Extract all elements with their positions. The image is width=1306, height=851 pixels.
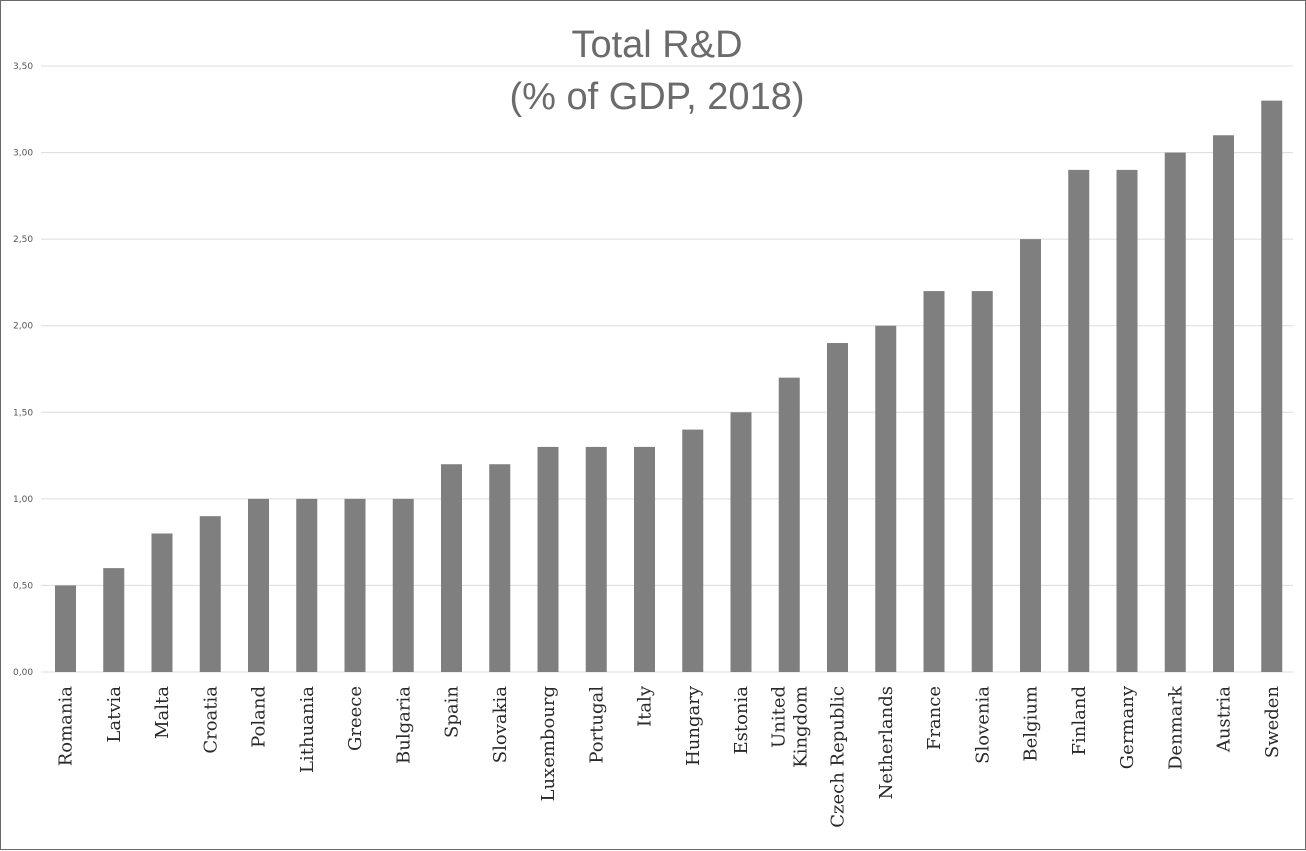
y-tick-label: 3,50	[13, 62, 33, 72]
x-tick-label: Czech Republic	[828, 686, 849, 828]
x-tick-label: Hungary	[683, 685, 704, 766]
x-tick-label: Croatia	[200, 686, 221, 754]
bar	[1068, 169, 1090, 672]
x-tick-label: Italy	[635, 685, 656, 727]
gridlines	[41, 65, 1293, 673]
bars	[55, 100, 1283, 673]
bar	[55, 585, 76, 672]
x-tick-label: Netherlands	[876, 686, 897, 799]
bar	[199, 516, 221, 672]
x-tick-label: Greece	[345, 686, 366, 751]
bar	[1116, 169, 1138, 672]
x-tick-label: France	[924, 686, 945, 750]
x-tick-label: Sweden	[1262, 686, 1283, 759]
x-tick-label: Estonia	[731, 686, 752, 755]
bar	[778, 377, 800, 672]
bar	[1020, 239, 1041, 672]
x-tick-label: Austria	[1214, 686, 1235, 753]
y-tick-label: 2,00	[13, 322, 33, 332]
bar	[489, 464, 511, 672]
x-tick-label: Finland	[1069, 686, 1090, 755]
bar	[827, 343, 848, 672]
x-tick-label: Belgium	[1021, 686, 1042, 762]
bar	[1261, 100, 1283, 673]
bar	[392, 498, 414, 672]
bar	[875, 325, 897, 672]
y-tick-label: 1,50	[13, 408, 33, 418]
y-tick-label: 0,00	[13, 668, 33, 678]
bar	[151, 533, 173, 672]
y-tick-label: 3,00	[13, 149, 33, 159]
x-tick-label: Malta	[152, 686, 173, 739]
chart-subtitle: (% of GDP, 2018)	[509, 76, 804, 118]
bar	[682, 429, 704, 672]
x-tick-label: Latvia	[104, 686, 125, 743]
bar	[441, 464, 462, 672]
bar	[248, 498, 269, 672]
x-tick-label: Luxembourg	[538, 686, 559, 802]
x-tick-label: Spain	[442, 686, 463, 738]
chart-title: Total R&D	[571, 24, 742, 66]
x-tick-label: Lithuania	[297, 686, 318, 773]
bar	[537, 446, 559, 672]
x-tick-label: Kingdom	[790, 686, 811, 768]
bar	[296, 498, 318, 672]
y-tick-label: 1,00	[13, 495, 33, 505]
y-tick-label: 0,50	[13, 581, 33, 591]
y-tick-label: 2,50	[13, 235, 33, 245]
x-tick-label: Romania	[56, 686, 77, 767]
bar	[634, 446, 655, 672]
x-tick-label: Portugal	[586, 686, 607, 764]
bar	[1213, 135, 1234, 672]
x-axis-ticks: Romania Latvia Malta Croatia Poland Lithuania…	[56, 685, 1283, 828]
x-tick-label: Germany	[1117, 685, 1138, 769]
bar	[1164, 152, 1186, 673]
x-tick-label: Poland	[249, 686, 270, 748]
x-tick-label: United	[768, 686, 789, 748]
bar	[103, 568, 125, 672]
bar	[971, 291, 993, 672]
bar	[923, 291, 945, 672]
bar	[344, 498, 366, 672]
x-tick-label: Slovakia	[490, 686, 511, 763]
bar	[585, 446, 607, 672]
bar	[730, 412, 752, 672]
y-axis-ticks: 0,00 0,50 1,00 1,50 2,00 2,50 3,00 3,50	[13, 62, 33, 678]
x-tick-label: Slovenia	[972, 686, 993, 764]
x-tick-label: Bulgaria	[393, 686, 414, 764]
x-tick-label: Denmark	[1165, 685, 1186, 770]
